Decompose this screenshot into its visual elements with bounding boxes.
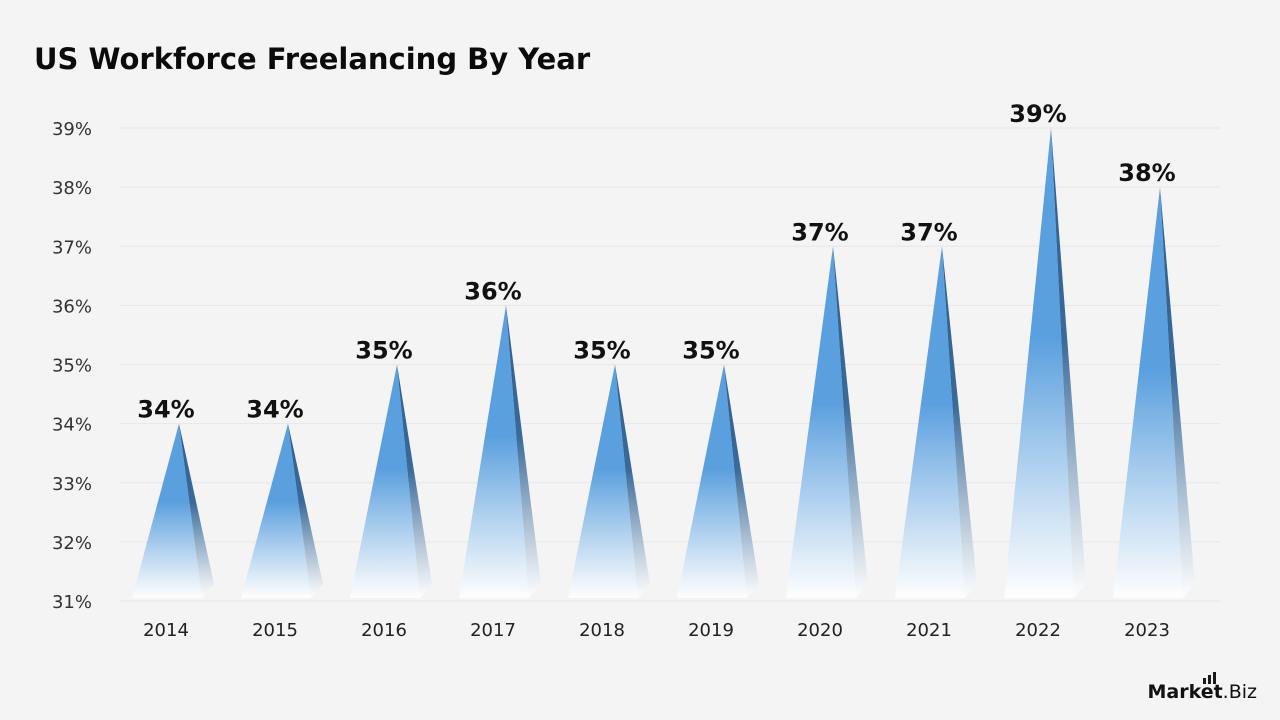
- brand-bar-icon: [1208, 675, 1211, 684]
- bar: [132, 423, 214, 598]
- bars: [132, 128, 1195, 598]
- bar-front-face: [241, 423, 311, 598]
- y-tick-label: 38%: [52, 178, 92, 199]
- x-tick-label: 2014: [143, 620, 189, 641]
- y-axis-tick-labels: 31% 32% 33% 34% 35% 36% 37% 38% 39%: [52, 119, 92, 613]
- bar-side-face: [1160, 187, 1195, 598]
- bar-front-face: [132, 423, 202, 598]
- bar: [568, 364, 650, 598]
- bar: [1113, 187, 1195, 598]
- bar-side-face: [288, 423, 323, 598]
- y-tick-label: 35%: [52, 356, 92, 377]
- data-label: 37%: [900, 218, 957, 246]
- y-tick-label: 31%: [52, 592, 92, 613]
- x-tick-label: 2023: [1124, 620, 1170, 641]
- bar: [1004, 128, 1086, 598]
- bar-front-face: [1004, 128, 1074, 598]
- bar-side-face: [179, 423, 214, 598]
- chart-title: US Workforce Freelancing By Year: [34, 42, 591, 76]
- y-tick-label: 33%: [52, 474, 92, 495]
- bar-side-face: [506, 305, 541, 598]
- bar-front-face: [895, 246, 965, 598]
- bar-side-face: [942, 246, 977, 598]
- y-tick-label: 37%: [52, 237, 92, 258]
- bar-front-face: [350, 364, 420, 598]
- bar-side-face: [724, 364, 759, 598]
- x-tick-label: 2019: [688, 620, 734, 641]
- y-tick-label: 36%: [52, 296, 92, 317]
- bar: [786, 246, 868, 598]
- bar-front-face: [677, 364, 747, 598]
- bar-side-face: [397, 364, 432, 598]
- data-label: 35%: [682, 337, 739, 365]
- x-tick-label: 2022: [1015, 620, 1061, 641]
- y-tick-label: 34%: [52, 415, 92, 436]
- data-label: 37%: [791, 218, 848, 246]
- brand-bar-icon: [1213, 672, 1216, 684]
- data-label: 38%: [1118, 159, 1175, 187]
- bar-side-face: [615, 364, 650, 598]
- y-tick-label: 32%: [52, 533, 92, 554]
- x-axis-tick-labels: 2014 2015 2016 2017 2018 2019 2020 2021 2022 2023: [143, 620, 1170, 641]
- bar-side-face: [1051, 128, 1086, 598]
- bar-front-face: [1113, 187, 1183, 598]
- bar-front-face: [786, 246, 856, 598]
- x-tick-label: 2016: [361, 620, 407, 641]
- data-label: 39%: [1009, 100, 1066, 128]
- bar-front-face: [568, 364, 638, 598]
- data-label: 35%: [573, 337, 630, 365]
- data-label: 34%: [137, 396, 194, 424]
- bar: [459, 305, 541, 598]
- x-tick-label: 2021: [906, 620, 952, 641]
- x-tick-label: 2018: [579, 620, 625, 641]
- data-label: 34%: [246, 396, 303, 424]
- brand-bar-icon: [1203, 678, 1206, 684]
- data-label: 35%: [355, 337, 412, 365]
- bar-front-face: [459, 305, 529, 598]
- bar: [350, 364, 432, 598]
- x-tick-label: 2017: [470, 620, 516, 641]
- y-tick-label: 39%: [52, 119, 92, 140]
- brand-logo: Market.Biz: [1147, 672, 1257, 703]
- data-label: 36%: [464, 277, 521, 305]
- bar: [241, 423, 323, 598]
- x-tick-label: 2020: [797, 620, 843, 641]
- x-tick-label: 2015: [252, 620, 298, 641]
- brand-name: Market.Biz: [1147, 681, 1257, 703]
- bar: [677, 364, 759, 598]
- bar: [895, 246, 977, 598]
- data-labels: 34% 34% 35% 36% 35% 35% 37% 37% 39% 38%: [137, 100, 1175, 424]
- bar-side-face: [833, 246, 868, 598]
